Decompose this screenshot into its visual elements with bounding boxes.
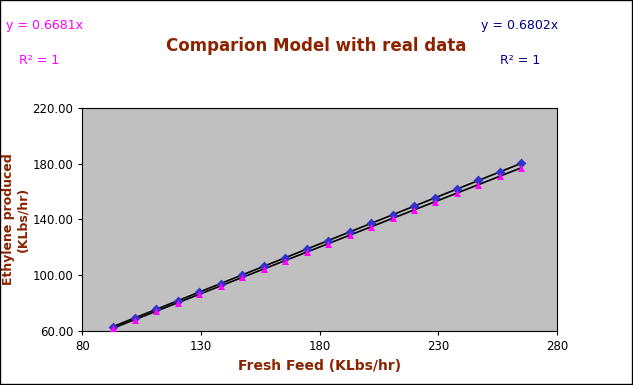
Point <box>452 190 462 196</box>
Point <box>280 255 290 261</box>
Point <box>173 300 183 306</box>
Point <box>517 160 527 166</box>
Text: y = 0.6802x: y = 0.6802x <box>481 19 558 32</box>
Point <box>130 316 140 323</box>
Point <box>344 229 354 235</box>
Point <box>323 241 333 247</box>
X-axis label: Fresh Feed (KLbs/hr): Fresh Feed (KLbs/hr) <box>238 359 401 373</box>
Point <box>108 325 118 331</box>
Point <box>258 266 268 272</box>
Text: R² = 1: R² = 1 <box>19 54 60 67</box>
Point <box>452 186 462 192</box>
Point <box>194 289 204 295</box>
Point <box>366 220 376 226</box>
Text: Comparion Model with real data: Comparion Model with real data <box>166 37 467 55</box>
Point <box>409 207 419 213</box>
Point <box>215 281 225 287</box>
Point <box>151 308 161 314</box>
Point <box>237 272 247 278</box>
Point <box>130 315 140 321</box>
Text: R² = 1: R² = 1 <box>500 54 541 67</box>
Point <box>495 173 505 179</box>
Point <box>366 224 376 230</box>
Point <box>473 177 484 184</box>
Y-axis label: Ethylene produced
(KLbs/hr): Ethylene produced (KLbs/hr) <box>2 154 30 285</box>
Point <box>194 291 204 298</box>
Point <box>517 165 527 171</box>
Point <box>430 198 441 204</box>
Point <box>495 169 505 175</box>
Point <box>301 249 311 255</box>
Point <box>215 283 225 289</box>
Point <box>473 182 484 188</box>
Point <box>258 263 268 270</box>
Point <box>323 238 333 244</box>
Point <box>237 275 247 281</box>
Point <box>151 306 161 313</box>
Point <box>344 232 354 238</box>
Point <box>387 212 398 218</box>
Point <box>280 258 290 264</box>
Point <box>108 323 118 330</box>
Point <box>173 298 183 304</box>
Point <box>430 194 441 201</box>
Point <box>301 246 311 252</box>
Point <box>409 203 419 209</box>
Point <box>387 215 398 221</box>
Text: y = 0.6681x: y = 0.6681x <box>6 19 84 32</box>
